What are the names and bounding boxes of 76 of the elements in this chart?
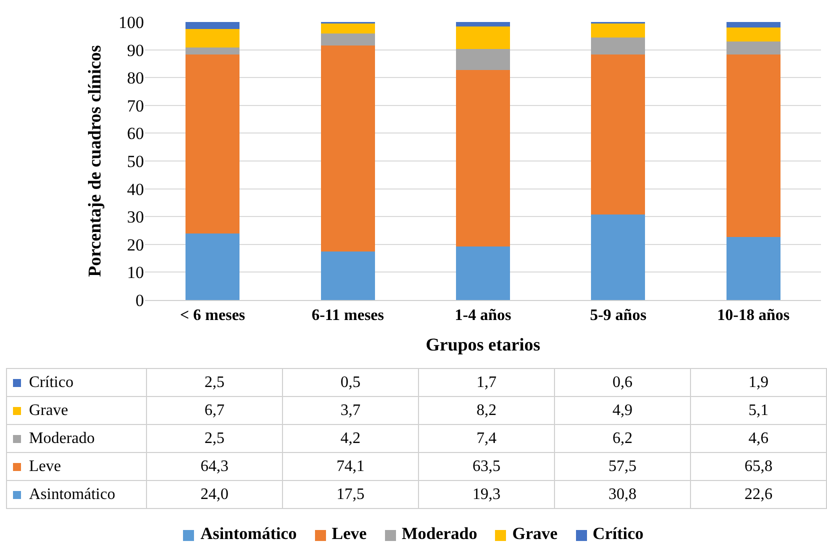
data-label: 4,9 [554, 396, 690, 424]
bar [186, 233, 240, 300]
bar [726, 27, 780, 42]
y-tick-label: 70 [127, 96, 144, 116]
bar [456, 49, 510, 70]
data-label: 19,3 [418, 480, 554, 508]
data-label: 6,2 [554, 424, 690, 452]
data-label: 65,8 [690, 452, 826, 480]
data-label: 4,2 [282, 424, 418, 452]
bar [186, 22, 240, 29]
data-label: 1,7 [418, 368, 554, 396]
x-tick-label: 5-9 años [590, 307, 646, 324]
bar [320, 23, 375, 34]
bar [320, 45, 375, 252]
bar [726, 54, 780, 238]
bar [726, 41, 780, 54]
y-tick-label: 30 [127, 208, 144, 227]
text: Crítico [592, 524, 644, 542]
x-axis-title: Grupos etarios [426, 334, 540, 354]
bar [186, 28, 240, 48]
y-axis-title: Porcentaje de cuadros clínicos [84, 45, 105, 277]
data-label: 2,5 [146, 368, 282, 396]
x-tick-label: 6-11 meses [312, 307, 384, 324]
y-tick-label: 20 [127, 235, 144, 254]
data-label: 0,5 [282, 368, 418, 396]
bar [456, 70, 510, 246]
data-label: 6,7 [146, 396, 282, 424]
y-tick-label: 60 [127, 124, 144, 144]
data-label: 63,5 [418, 452, 554, 480]
bar [186, 54, 240, 234]
text: Moderado [402, 524, 478, 542]
data-label: 74,1 [282, 452, 418, 480]
bar [320, 251, 375, 300]
data-label: 1,9 [690, 368, 826, 396]
data-label: 64,3 [146, 452, 282, 480]
data-label: 2,5 [146, 424, 282, 452]
data-label: 30,8 [554, 480, 690, 508]
y-tick-label: 50 [127, 152, 144, 171]
text: Asintomático [200, 524, 297, 542]
text: Leve [332, 524, 367, 542]
bar [591, 214, 646, 300]
text: Grave [512, 524, 558, 542]
data-label: 8,2 [418, 396, 554, 424]
data-label: 5,1 [690, 396, 826, 424]
bar [456, 26, 510, 50]
y-tick-label: 80 [127, 68, 144, 88]
bar [726, 22, 780, 28]
x-tick-label: < 6 meses [180, 307, 246, 324]
legend-label: Moderado [29, 430, 95, 446]
bar [591, 37, 646, 55]
bar [591, 24, 646, 38]
bar [591, 54, 646, 214]
y-tick-label: 90 [127, 40, 144, 60]
legend-label: Leve [29, 458, 61, 474]
data-label: 4,6 [690, 424, 826, 452]
data-label: 22,6 [690, 480, 826, 508]
data-label: 57,5 [554, 452, 690, 480]
bar [456, 22, 510, 26]
x-tick-label: 1-4 años [454, 307, 512, 324]
y-tick-label: 0 [136, 290, 144, 310]
x-tick-label: 10-18 años [717, 307, 790, 324]
y-tick-label: 100 [118, 12, 144, 32]
bar [726, 237, 780, 300]
data-label: 7,4 [418, 424, 554, 452]
data-label: 3,7 [282, 396, 418, 424]
bar [456, 246, 510, 300]
data-label: 0,6 [554, 368, 690, 396]
y-tick-label: 40 [127, 180, 144, 199]
legend-label: Grave [29, 402, 68, 418]
legend-label: Asintomático [29, 486, 116, 502]
y-tick-label: 10 [127, 263, 144, 282]
bar [320, 34, 375, 46]
bar [186, 48, 240, 55]
data-label: 24,0 [146, 480, 282, 508]
legend-label: Crítico [29, 374, 74, 390]
data-label: 17,5 [282, 480, 418, 508]
